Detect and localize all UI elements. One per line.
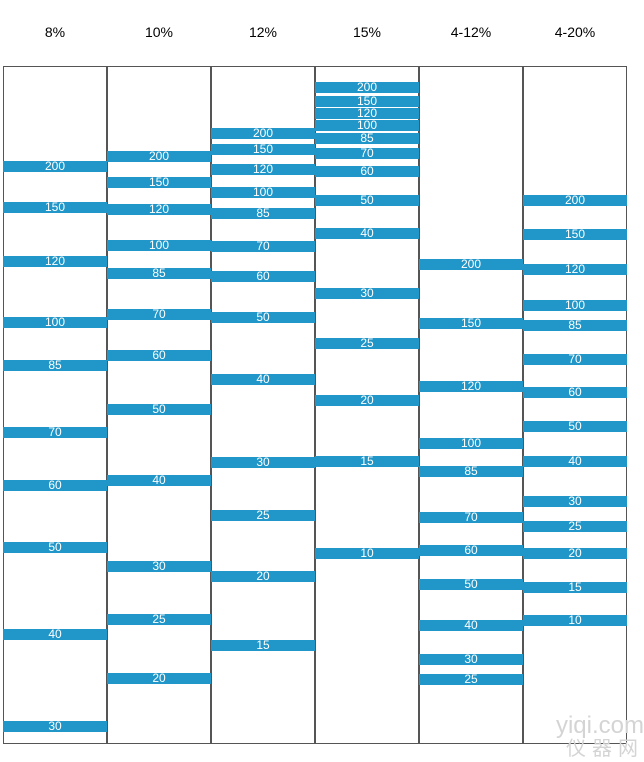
- marker-band: 70: [211, 240, 315, 252]
- marker-band: 120: [211, 163, 315, 175]
- marker-band: 50: [107, 403, 211, 415]
- marker-band: 60: [523, 386, 627, 398]
- marker-band: 40: [419, 619, 523, 631]
- marker-band: 60: [3, 479, 107, 491]
- marker-band: 100: [3, 316, 107, 328]
- marker-band: 40: [211, 373, 315, 385]
- marker-band: 100: [315, 119, 419, 131]
- marker-band: 200: [419, 258, 523, 270]
- marker-band: 200: [315, 81, 419, 93]
- marker-band: 70: [419, 511, 523, 523]
- marker-band: 50: [523, 420, 627, 432]
- marker-band: 85: [3, 359, 107, 371]
- marker-band: 120: [419, 380, 523, 392]
- marker-band: 120: [523, 263, 627, 275]
- marker-band: 30: [523, 495, 627, 507]
- marker-band: 200: [211, 127, 315, 139]
- lane-header: 12%: [248, 24, 278, 40]
- gel-lane: [211, 66, 315, 744]
- marker-band: 40: [523, 455, 627, 467]
- marker-band: 120: [315, 107, 419, 119]
- marker-band: 30: [419, 653, 523, 665]
- marker-band: 60: [315, 165, 419, 177]
- marker-band: 200: [523, 194, 627, 206]
- marker-band: 150: [523, 228, 627, 240]
- marker-band: 20: [523, 547, 627, 559]
- marker-band: 120: [3, 255, 107, 267]
- watermark-logo: yiqi.com 仪器网: [524, 714, 644, 762]
- marker-band: 30: [211, 456, 315, 468]
- marker-band: 15: [315, 455, 419, 467]
- watermark-domain: yiqi.com: [555, 712, 644, 739]
- gel-lane: [3, 66, 107, 744]
- marker-band: 15: [523, 581, 627, 593]
- marker-band: 120: [107, 203, 211, 215]
- marker-band: 60: [419, 544, 523, 556]
- marker-band: 150: [3, 201, 107, 213]
- marker-band: 40: [315, 227, 419, 239]
- marker-band: 25: [211, 509, 315, 521]
- watermark-brand: 仪器网: [566, 738, 644, 760]
- marker-band: 20: [107, 672, 211, 684]
- marker-band: 70: [3, 426, 107, 438]
- marker-band: 85: [315, 132, 419, 144]
- lane-header: 8%: [44, 24, 66, 40]
- marker-band: 150: [107, 176, 211, 188]
- marker-band: 100: [419, 437, 523, 449]
- marker-band: 25: [107, 613, 211, 625]
- marker-band: 85: [107, 267, 211, 279]
- lane-header: 10%: [144, 24, 174, 40]
- marker-band: 40: [3, 628, 107, 640]
- marker-band: 40: [107, 474, 211, 486]
- marker-band: 70: [523, 353, 627, 365]
- marker-band: 30: [315, 287, 419, 299]
- marker-band: 15: [211, 639, 315, 651]
- marker-band: 20: [211, 570, 315, 582]
- lane-header: 4-12%: [450, 24, 492, 40]
- marker-band: 30: [3, 720, 107, 732]
- marker-band: 20: [315, 394, 419, 406]
- marker-band: 150: [211, 143, 315, 155]
- lane-header: 4-20%: [554, 24, 596, 40]
- marker-band: 30: [107, 560, 211, 572]
- marker-band: 25: [523, 520, 627, 532]
- marker-band: 50: [3, 541, 107, 553]
- gel-lane: [419, 66, 523, 744]
- marker-band: 100: [211, 186, 315, 198]
- marker-band: 150: [419, 317, 523, 329]
- marker-band: 60: [211, 270, 315, 282]
- marker-band: 50: [315, 194, 419, 206]
- gel-lane: [523, 66, 627, 744]
- marker-band: 200: [107, 150, 211, 162]
- marker-band: 150: [315, 95, 419, 107]
- marker-band: 85: [419, 465, 523, 477]
- marker-band: 100: [107, 239, 211, 251]
- marker-band: 70: [107, 308, 211, 320]
- lane-header: 15%: [352, 24, 382, 40]
- marker-band: 70: [315, 147, 419, 159]
- marker-band: 50: [419, 578, 523, 590]
- marker-band: 50: [211, 311, 315, 323]
- marker-band: 10: [315, 547, 419, 559]
- marker-band: 25: [419, 673, 523, 685]
- marker-band: 100: [523, 299, 627, 311]
- marker-band: 85: [523, 319, 627, 331]
- marker-band: 25: [315, 337, 419, 349]
- marker-band: 85: [211, 207, 315, 219]
- marker-band: 60: [107, 349, 211, 361]
- marker-band: 200: [3, 160, 107, 172]
- marker-band: 10: [523, 614, 627, 626]
